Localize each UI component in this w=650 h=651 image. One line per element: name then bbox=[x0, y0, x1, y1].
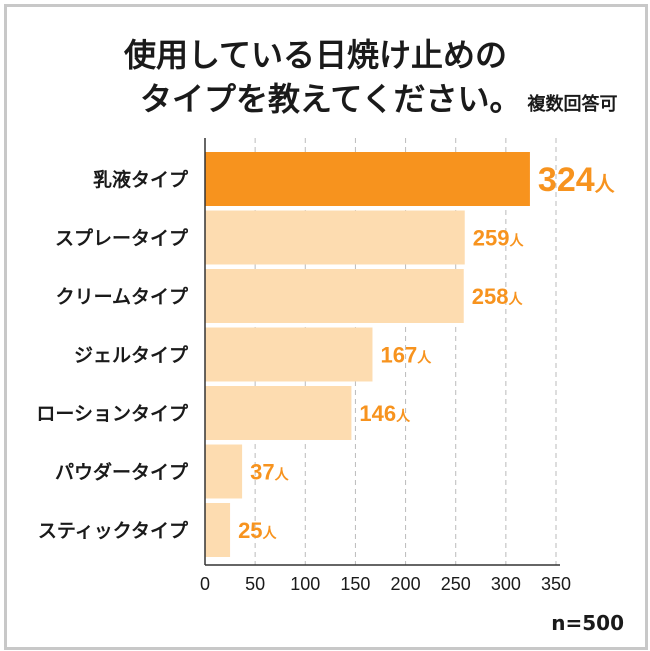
category-label: ジェルタイプ bbox=[74, 344, 189, 367]
x-tick-label: 350 bbox=[541, 574, 571, 594]
bar bbox=[205, 444, 243, 499]
data-label: 324人 bbox=[538, 161, 616, 199]
x-tick-label: 50 bbox=[245, 574, 265, 594]
category-label: スティックタイプ bbox=[38, 519, 189, 542]
title-line2-text: タイプを教えてください。 bbox=[140, 80, 522, 118]
data-label: 25人 bbox=[238, 518, 277, 543]
x-tick-label: 200 bbox=[391, 574, 421, 594]
title-line1: 使用している日焼け止めの bbox=[124, 36, 508, 74]
data-label: 37人 bbox=[250, 460, 289, 485]
bar bbox=[205, 503, 231, 557]
bar bbox=[205, 269, 464, 323]
x-tick-label: 100 bbox=[290, 574, 320, 594]
bar bbox=[205, 327, 373, 382]
category-label: ローションタイプ bbox=[36, 402, 189, 425]
x-tick-label: 300 bbox=[491, 574, 521, 594]
chart-frame bbox=[4, 4, 648, 650]
title-note: 複数回答可 bbox=[527, 94, 618, 115]
category-label: 乳液タイプ bbox=[93, 168, 189, 191]
bar bbox=[205, 386, 352, 440]
data-label: 259人 bbox=[473, 226, 525, 251]
x-tick-label: 250 bbox=[441, 574, 471, 594]
data-label: 167人 bbox=[380, 343, 432, 368]
category-label: スプレータイプ bbox=[55, 227, 189, 250]
data-label: 146人 bbox=[359, 401, 411, 426]
bar bbox=[205, 210, 465, 265]
x-tick-label: 150 bbox=[340, 574, 370, 594]
category-label: パウダータイプ bbox=[55, 461, 189, 484]
sample-size-label: n=500 bbox=[551, 611, 624, 635]
category-label: クリームタイプ bbox=[56, 285, 189, 308]
x-tick-label: 0 bbox=[200, 574, 210, 594]
title-line2: タイプを教えてください。 複数回答可 bbox=[140, 74, 617, 120]
bar bbox=[205, 152, 530, 206]
data-label: 258人 bbox=[472, 284, 524, 309]
